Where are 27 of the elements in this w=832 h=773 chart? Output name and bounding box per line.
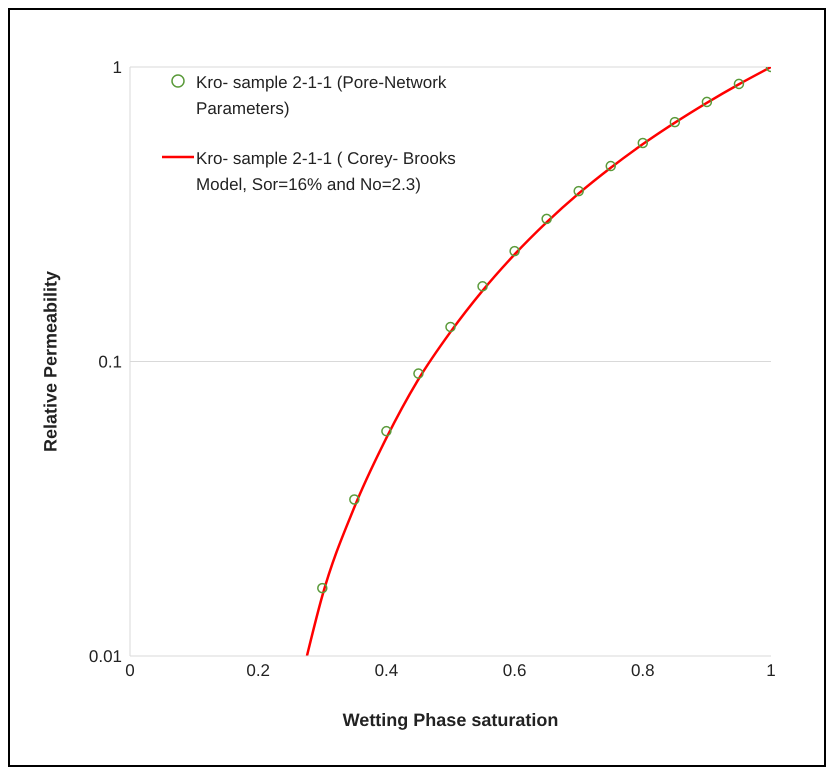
x-tick-label: 0.4 [374, 661, 398, 680]
x-tick-label: 0.6 [502, 661, 526, 680]
point [541, 214, 552, 224]
x-tick-label: 1 [766, 661, 776, 680]
point [702, 96, 712, 108]
x-tick-label: 0.8 [630, 661, 655, 680]
legend-label: Kro- sample 2-1-1 (Pore-Network Parameters) [196, 72, 448, 120]
point [509, 246, 520, 256]
y-tick-label: 1 [112, 58, 122, 78]
point [573, 186, 584, 196]
point [317, 582, 328, 594]
y-tick-label: 0.01 [88, 647, 122, 666]
point [670, 116, 680, 128]
point [445, 322, 456, 332]
y-tick-label: 0.1 [98, 352, 122, 372]
x-tick-label: 0 [125, 661, 135, 680]
point [413, 368, 424, 379]
point [734, 78, 744, 90]
point [477, 281, 488, 292]
point [638, 138, 648, 148]
point [349, 494, 360, 505]
legend-label: Kro- sample 2-1-1 ( Corey- Brooks Model, Sor=16% and No=2.3) [196, 148, 457, 196]
x-axis-title: Wetting Phase saturation [342, 710, 558, 730]
x-tick-label: 0.2 [246, 661, 270, 680]
point [605, 160, 616, 172]
point [381, 426, 392, 436]
y-axis-title: Relative Permeability [40, 270, 60, 452]
